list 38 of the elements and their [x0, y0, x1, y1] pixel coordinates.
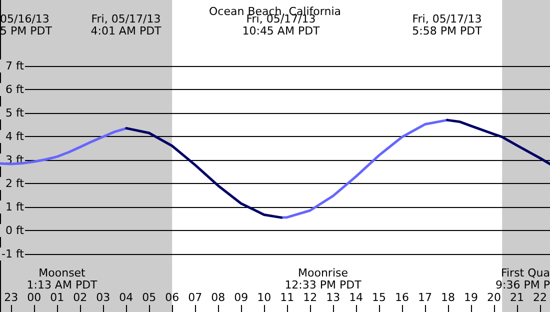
y-tick-label: 1 ft [6, 200, 25, 214]
y-tick-label: -1 ft [2, 247, 25, 260]
annotation: Fri, 05/17/13 5:58 PM PDT [412, 12, 482, 38]
x-tick-label: 08 [211, 291, 226, 304]
annotation: Moonset 1:13 AM PDT [26, 266, 98, 292]
x-tick-label: 06 [165, 291, 180, 304]
x-tick-label: 15 [372, 291, 386, 304]
x-tick-label: 19 [464, 291, 478, 304]
annotation: 05/16/13 5 PM PDT [0, 12, 52, 38]
annotation: Fri, 05/17/13 4:01 AM PDT [90, 12, 162, 38]
y-tick-label: 0 ft [6, 224, 25, 237]
x-tick-label: 00 [27, 291, 42, 304]
x-tick-label: 03 [96, 291, 110, 304]
x-tick-label: 20 [487, 291, 502, 304]
x-tick-label: 14 [349, 291, 364, 304]
x-tick-label: 02 [73, 291, 88, 304]
y-tick-label: 2 ft [6, 176, 25, 190]
x-tick-label: 22 [533, 291, 548, 304]
annotation: First Qua 9:36 PM P [496, 266, 550, 292]
annotation: Moonrise 12:33 PM PDT [284, 266, 362, 292]
x-tick-label: 13 [326, 291, 340, 304]
y-tick-label: 7 ft [6, 60, 25, 73]
x-tick-label: 23 [4, 291, 18, 304]
x-tick-label: 21 [510, 291, 524, 304]
x-tick-label: 16 [395, 291, 410, 304]
y-tick-label: 5 ft [6, 106, 25, 120]
x-tick-label: 11 [280, 291, 294, 304]
x-tick-label: 18 [441, 291, 456, 304]
x-tick-label: 05 [142, 291, 156, 304]
x-tick-label: 12 [303, 291, 318, 304]
x-tick-label: 01 [50, 291, 64, 304]
x-tick-label: 09 [234, 291, 248, 304]
x-tick-label: 17 [418, 291, 432, 304]
x-tick-label: 10 [257, 291, 272, 304]
y-tick-label: 6 ft [6, 83, 25, 96]
y-tick-label: 4 ft [6, 130, 25, 143]
x-tick-label: 04 [119, 291, 134, 304]
x-tick-label: 07 [188, 291, 202, 304]
